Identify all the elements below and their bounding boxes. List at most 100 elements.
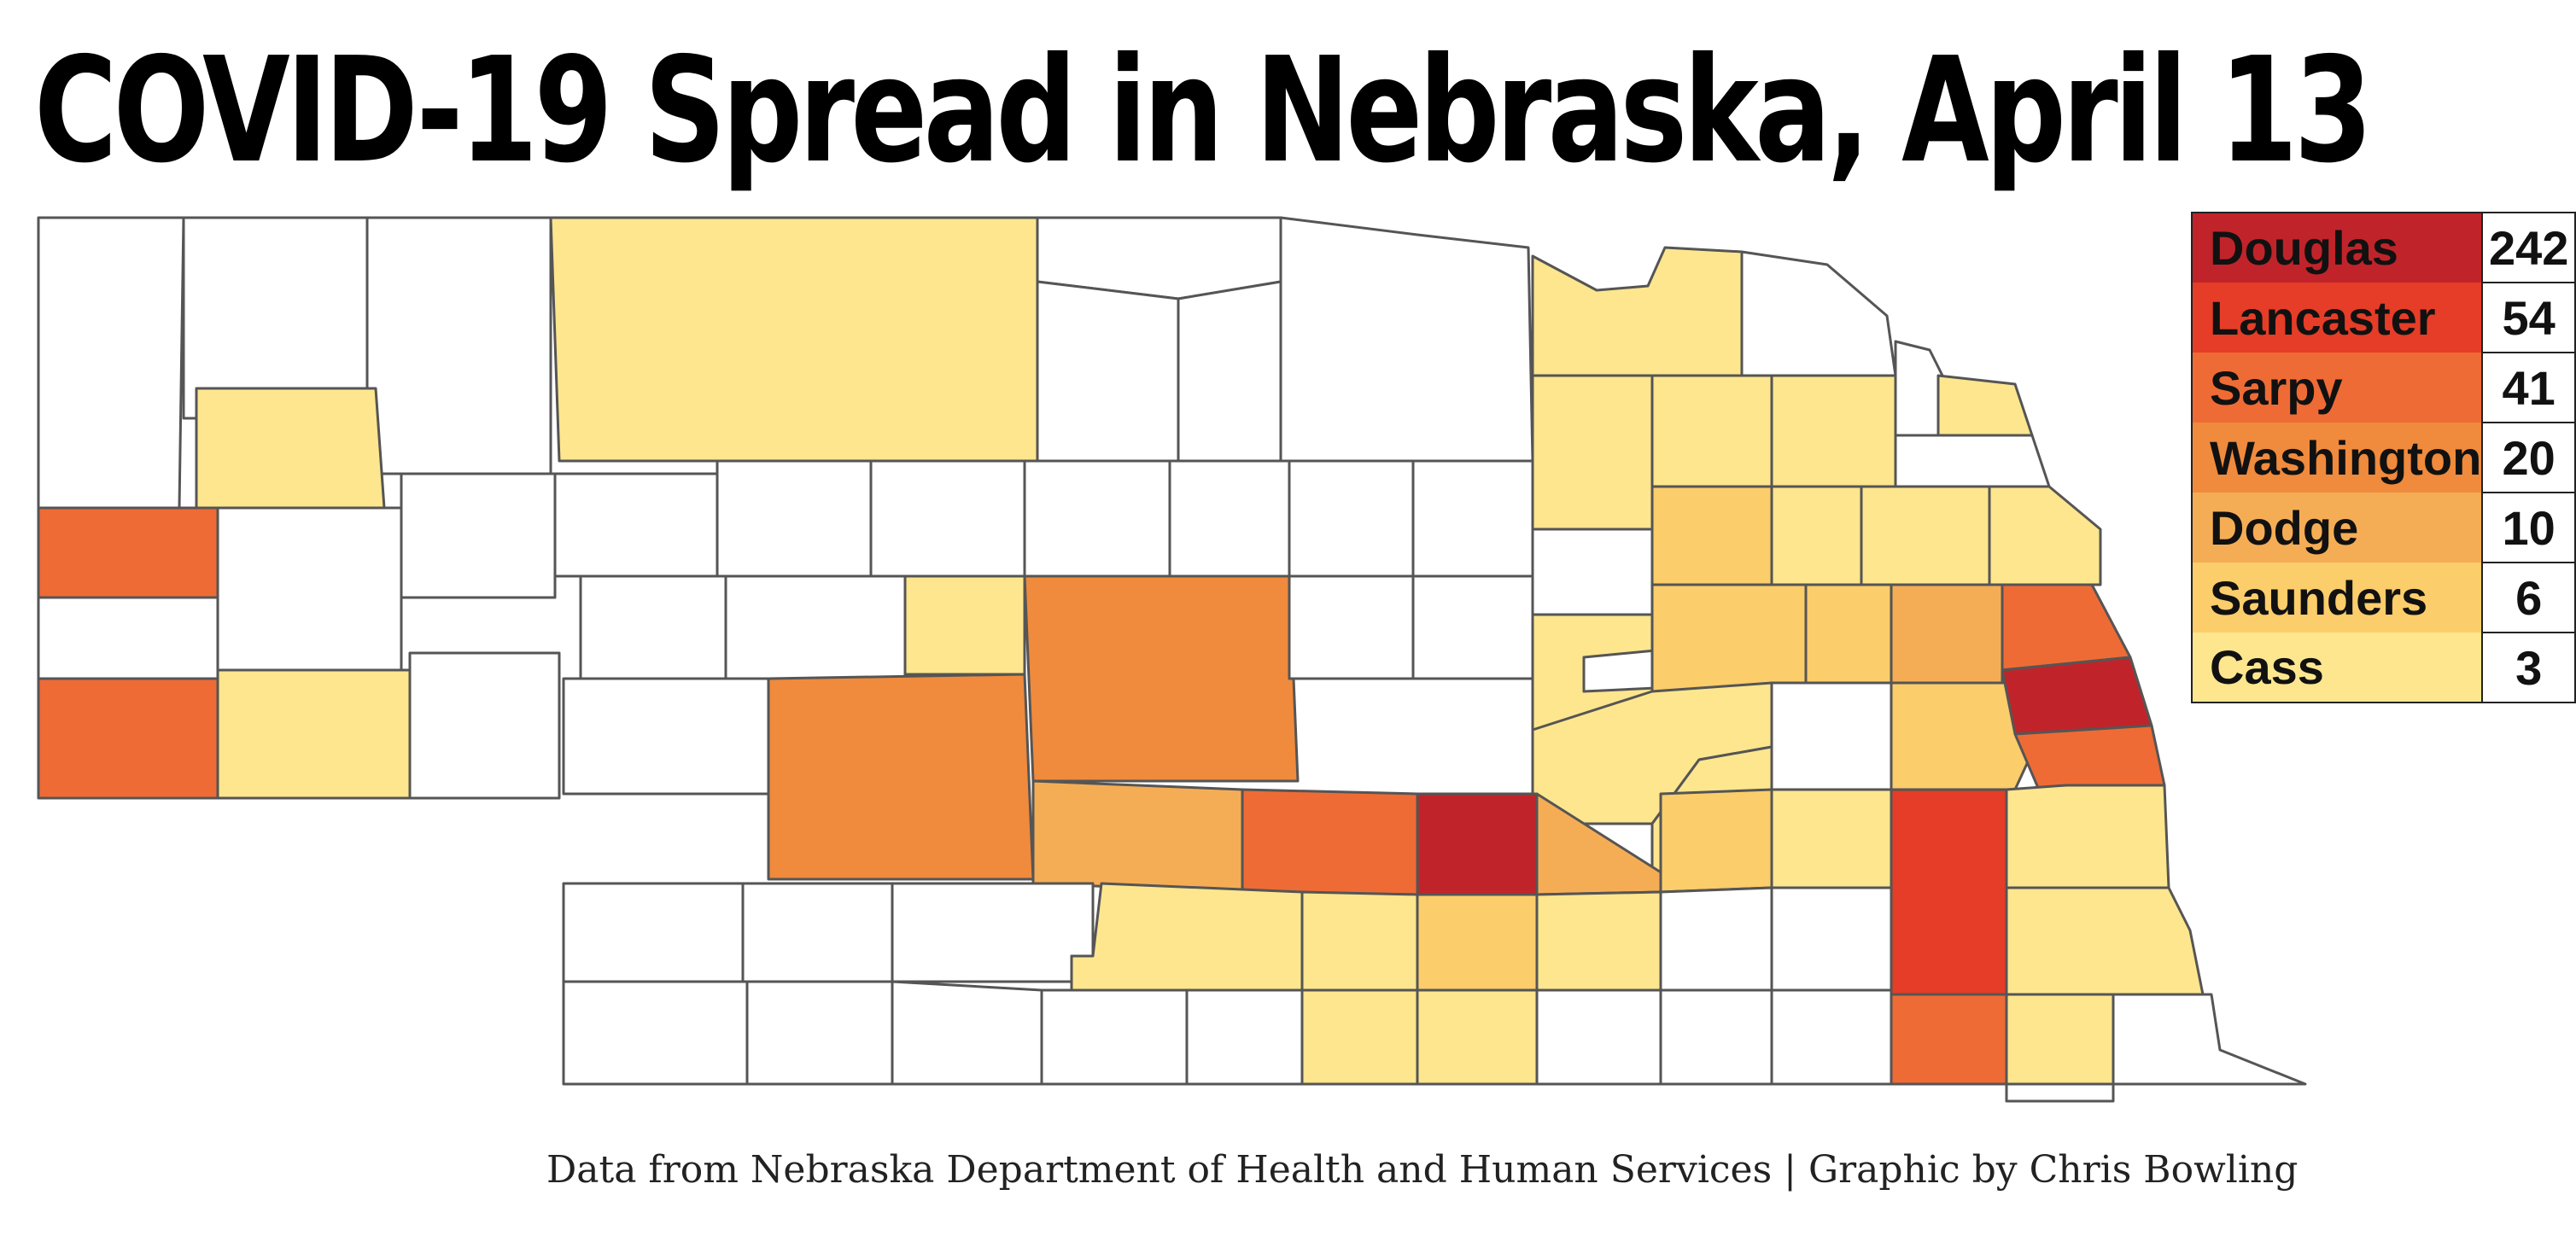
legend-case-count: 54 [2481, 282, 2575, 353]
county-shape [1535, 890, 1662, 992]
county-shape [1659, 788, 1773, 894]
legend-row: Sarpy 41 [2192, 352, 2575, 423]
county-shape [408, 651, 561, 800]
county-shape [1070, 882, 1304, 992]
county-shape [562, 677, 770, 796]
county-shape [37, 596, 219, 680]
county-shape [2005, 886, 2205, 996]
county-shape [767, 673, 1035, 881]
county-shape [1288, 459, 1415, 578]
county-shape [741, 882, 894, 983]
county-shape [562, 882, 745, 983]
county-shape [1659, 886, 1773, 992]
county-shape [37, 677, 219, 800]
county-shape [745, 980, 894, 1086]
source-credit: Data from Nebraska Department of Health … [546, 1148, 2299, 1192]
county-shape [1770, 988, 1893, 1086]
county-shape [195, 387, 386, 510]
county-shape [1770, 788, 1893, 889]
county-shape [1650, 374, 1773, 488]
county-shape [2005, 784, 2170, 889]
county-shape [1416, 792, 1539, 896]
county-shape [2005, 1082, 2115, 1103]
legend-county-name: Dodge [2192, 493, 2483, 563]
county-shape [1894, 434, 2051, 488]
legend-row: Lancaster 54 [2192, 282, 2575, 353]
county-shape [1659, 988, 1773, 1086]
county-shape [553, 472, 719, 578]
legend-county-name: Washington [2192, 423, 2483, 493]
county-shape [1300, 890, 1419, 992]
county-shape [37, 216, 185, 510]
county-shape [549, 216, 1039, 463]
county-shape [1023, 459, 1171, 578]
legend-county-name: Sarpy [2192, 353, 2483, 423]
legend-county-name: Douglas [2192, 213, 2483, 283]
county-shape [1535, 988, 1662, 1086]
county-shape [1288, 574, 1415, 680]
county-shape [1531, 246, 1744, 377]
county-shape [1411, 459, 1534, 578]
county-shape [1804, 583, 1893, 685]
county-shape [1177, 280, 1282, 463]
county-shape [1936, 374, 2034, 437]
county-shape [1770, 886, 1893, 992]
legend-case-count: 6 [2481, 562, 2575, 633]
county-shape [1890, 788, 2008, 996]
page-title: COVID-19 Spread in Nebraska, April 13 [34, 26, 2373, 195]
county-shape [1650, 485, 1773, 586]
county-shape [2005, 993, 2115, 1086]
county-shape [579, 574, 727, 680]
legend-row: Saunders 6 [2192, 562, 2575, 633]
county-shape [1185, 988, 1304, 1086]
county-shape [1770, 485, 1863, 586]
county-shape [37, 506, 219, 599]
county-shape [1300, 988, 1419, 1086]
county-shape [365, 216, 552, 475]
county-shape [1168, 459, 1291, 578]
legend-county-name: Saunders [2192, 563, 2483, 633]
county-shape [1770, 681, 1893, 791]
county-shape [1890, 583, 2004, 685]
county-shape [216, 668, 412, 800]
county-shape [1531, 528, 1654, 616]
county-shape [891, 882, 1095, 983]
county-shape [1740, 250, 1897, 377]
county-shape [400, 472, 557, 599]
county-shape [2001, 583, 2132, 672]
legend-county-name: Lancaster [2192, 283, 2483, 353]
county-shape [562, 980, 749, 1086]
legend-case-count: 3 [2481, 632, 2575, 703]
county-shape [2001, 656, 2153, 736]
county-shape [891, 980, 1043, 1086]
county-shape [903, 574, 1026, 676]
legend-case-count: 41 [2481, 352, 2575, 423]
case-count-legend: Douglas 242 Lancaster 54 Sarpy 41 Washington 20… [2191, 212, 2576, 703]
legend-row: Douglas 242 [2192, 213, 2575, 283]
county-shape [1416, 893, 1539, 992]
county-shape [1860, 485, 1991, 586]
legend-row: Washington 20 [2192, 422, 2575, 493]
county-shape [1036, 280, 1180, 463]
county-shape [1040, 988, 1189, 1086]
county-shape [716, 459, 873, 578]
county-shape [869, 459, 1026, 578]
county-shape [2112, 993, 2307, 1086]
legend-row: Dodge 10 [2192, 492, 2575, 563]
legend-row: Cass 3 [2192, 632, 2575, 703]
legend-county-name: Cass [2192, 633, 2483, 703]
county-shape [1416, 988, 1539, 1086]
county-shape [1650, 583, 1808, 693]
county-shape [1770, 374, 1897, 488]
county-shape [1241, 788, 1419, 896]
legend-case-count: 20 [2481, 422, 2575, 493]
county-shape [1890, 993, 2008, 1086]
nebraska-county-map [37, 216, 2307, 1103]
legend-case-count: 10 [2481, 492, 2575, 563]
county-shape [1531, 374, 1654, 531]
county-shape [1031, 779, 1244, 894]
county-shape [1988, 485, 2102, 586]
county-shape [1279, 216, 1534, 463]
county-shape [1411, 574, 1534, 680]
legend-case-count: 242 [2481, 213, 2575, 283]
